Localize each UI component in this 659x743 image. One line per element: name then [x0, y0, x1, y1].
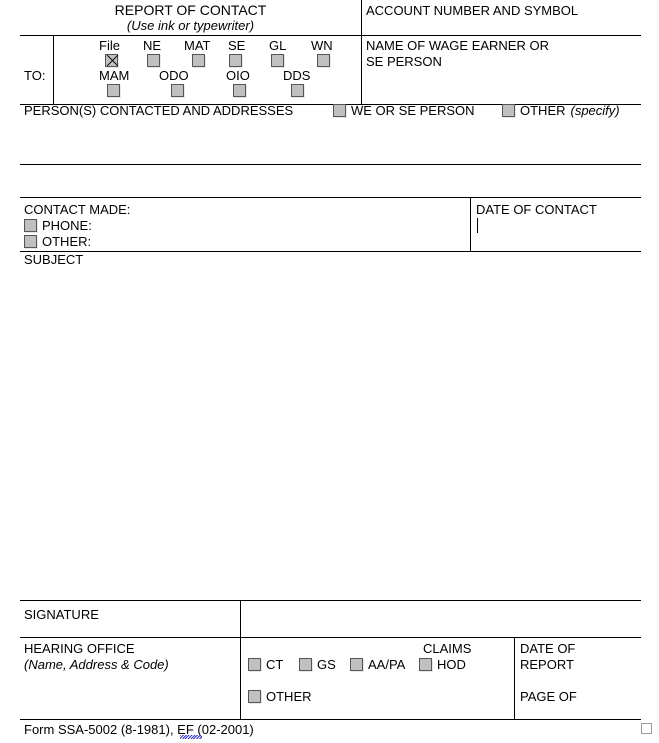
page-of-label: PAGE OF	[520, 689, 577, 704]
date-of-report-label-line1: DATE OF	[520, 641, 576, 656]
to-option-label-mat: MAT	[184, 38, 211, 53]
date-of-contact-label: DATE OF CONTACT	[476, 202, 597, 217]
signature-column-divider	[240, 600, 241, 719]
resize-handle-box[interactable]	[641, 723, 652, 734]
subject-label: SUBJECT	[24, 252, 84, 267]
checkbox-label-other-specify: (specify)	[570, 103, 620, 118]
to-column-divider	[53, 35, 54, 104]
to-option-label-se: SE	[228, 38, 246, 53]
contact-made-column-divider	[470, 197, 471, 251]
to-option-label-ne: NE	[143, 38, 162, 53]
to-option-label-wn: WN	[311, 38, 333, 53]
checkbox-label-claims-other: OTHER	[266, 689, 312, 704]
checkbox-contact-other[interactable]	[24, 235, 37, 248]
checkbox-group-hod[interactable]: HOD	[419, 657, 466, 673]
signature-label: SIGNATURE	[24, 607, 99, 622]
rule-under-title	[20, 35, 641, 36]
checkbox-other-specify[interactable]	[502, 104, 515, 117]
checkbox-group-other-specify[interactable]: OTHER (specify)	[502, 103, 620, 119]
rule-under-hearing-office	[20, 719, 641, 720]
checkbox-to-file[interactable]	[105, 54, 118, 67]
to-option-label-mam: MAM	[99, 68, 130, 83]
checkbox-to-oio[interactable]	[233, 84, 246, 97]
form-subtitle: (Use ink or typewriter)	[126, 18, 255, 33]
rule-above-signature	[20, 600, 641, 601]
to-option-label-gl: GL	[269, 38, 287, 53]
checkbox-aa-pa[interactable]	[350, 658, 363, 671]
rule-addresses-middle	[20, 164, 641, 165]
text-caret	[477, 218, 478, 233]
hearing-office-sublabel: (Name, Address & Code)	[24, 657, 169, 672]
checkbox-label-hod: HOD	[437, 657, 466, 672]
checkbox-to-mam[interactable]	[107, 84, 120, 97]
checkbox-label-we-or-se-person: WE OR SE PERSON	[351, 103, 475, 118]
checkbox-group-we-or-se-person[interactable]: WE OR SE PERSON	[333, 103, 475, 119]
account-number-header: ACCOUNT NUMBER AND SYMBOL	[366, 3, 579, 18]
checkbox-group-aa-pa[interactable]: AA/PA	[350, 657, 405, 673]
to-option-label-odo: ODO	[159, 68, 189, 83]
checkbox-ct[interactable]	[248, 658, 261, 671]
form-footer-text: Form SSA-5002 (8-1981), EF (02-2001)	[24, 722, 254, 737]
form-title: REPORT OF CONTACT	[114, 2, 267, 18]
checkbox-gs[interactable]	[299, 658, 312, 671]
checkbox-claims-other[interactable]	[248, 690, 261, 703]
claims-column-divider	[514, 637, 515, 719]
rule-under-contact-made	[20, 251, 641, 252]
checkbox-we-or-se-person[interactable]	[333, 104, 346, 117]
to-label: TO:	[24, 68, 46, 83]
checkbox-group-phone[interactable]: PHONE:	[24, 218, 92, 234]
checkbox-label-aa-pa: AA/PA	[368, 657, 406, 672]
wage-earner-header-line2: SE PERSON	[366, 54, 442, 69]
checkbox-group-contact-other[interactable]: OTHER:	[24, 234, 91, 250]
checkbox-label-gs: GS	[317, 657, 336, 672]
checkbox-label-phone: PHONE:	[42, 218, 92, 233]
rule-under-to-row	[20, 104, 641, 105]
spellcheck-squiggle	[180, 735, 202, 739]
header-column-divider	[361, 0, 362, 104]
checkbox-to-dds[interactable]	[291, 84, 304, 97]
persons-contacted-label: PERSON(S) CONTACTED AND ADDRESSES	[24, 103, 294, 118]
checkbox-to-mat[interactable]	[192, 54, 205, 67]
checkbox-to-odo[interactable]	[171, 84, 184, 97]
wage-earner-header-line1: NAME OF WAGE EARNER OR	[366, 38, 549, 53]
contact-made-label: CONTACT MADE:	[24, 202, 131, 217]
to-option-label-oio: OIO	[226, 68, 250, 83]
checkbox-label-contact-other: OTHER:	[42, 234, 92, 249]
checkbox-group-claims-other[interactable]: OTHER	[248, 689, 312, 705]
rule-above-contact-made	[20, 197, 641, 198]
checkbox-to-ne[interactable]	[147, 54, 160, 67]
checkbox-to-se[interactable]	[229, 54, 242, 67]
to-option-label-file: File	[99, 38, 120, 53]
checkbox-phone[interactable]	[24, 219, 37, 232]
checkbox-label-ct: CT	[266, 657, 284, 672]
claims-label: CLAIMS	[423, 641, 472, 656]
checkbox-to-gl[interactable]	[271, 54, 284, 67]
checkbox-to-wn[interactable]	[317, 54, 330, 67]
to-option-label-dds: DDS	[283, 68, 311, 83]
checkbox-hod[interactable]	[419, 658, 432, 671]
checkbox-group-ct[interactable]: CT	[248, 657, 283, 673]
rule-under-signature	[20, 637, 641, 638]
checkbox-group-gs[interactable]: GS	[299, 657, 336, 673]
checkbox-label-other: OTHER	[520, 103, 566, 118]
date-of-report-label-line2: REPORT	[520, 657, 574, 672]
hearing-office-label: HEARING OFFICE	[24, 641, 135, 656]
